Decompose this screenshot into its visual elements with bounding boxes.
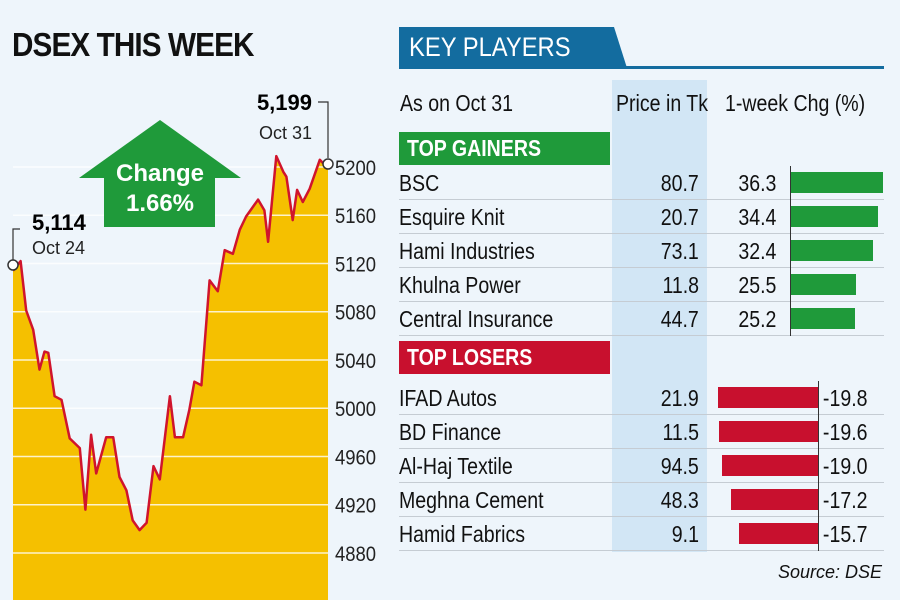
change-bar — [719, 421, 818, 442]
change-value: 25.2 — [738, 306, 777, 332]
y-tick-label: 5000 — [335, 398, 376, 421]
bar-axis — [790, 302, 791, 336]
change-value: 25.5 — [738, 272, 777, 298]
change-label: Change — [116, 160, 204, 187]
start-leader — [12, 228, 20, 260]
y-tick-label: 4880 — [335, 543, 376, 566]
stock-price: 20.7 — [660, 204, 699, 230]
bar-axis — [818, 483, 819, 517]
change-bar — [791, 172, 883, 193]
stock-name: Hamid Fabrics — [399, 521, 526, 547]
y-tick-label: 5160 — [335, 205, 376, 228]
change-bar — [791, 240, 874, 261]
end-leader — [318, 101, 329, 158]
change-bar — [718, 387, 818, 408]
loser-row: Al-Haj Textile 94.5 -19.0 — [399, 449, 884, 483]
stock-price: 9.1 — [671, 521, 699, 547]
stock-price: 11.8 — [662, 272, 699, 298]
change-bar — [738, 523, 818, 544]
stock-price: 48.3 — [660, 487, 699, 513]
bar-axis — [818, 449, 819, 483]
stock-name: Meghna Cement — [399, 487, 544, 513]
y-tick-label: 4920 — [335, 495, 376, 518]
change-bar — [791, 308, 855, 329]
change-bar — [722, 455, 818, 476]
y-tick-label: 5040 — [335, 350, 376, 373]
col-header-name: As on Oct 31 — [400, 90, 514, 116]
price-column-band — [612, 80, 707, 552]
gainer-row: Esquire Knit 20.7 34.4 — [399, 200, 884, 234]
start-point — [7, 259, 19, 271]
gainer-row: BSC 80.7 36.3 — [399, 166, 884, 200]
header-divider — [399, 66, 884, 69]
stock-price: 80.7 — [660, 170, 699, 196]
stock-name: Khulna Power — [399, 272, 521, 298]
stock-name: IFAD Autos — [399, 385, 497, 411]
stock-price: 21.9 — [660, 385, 699, 411]
change-value: -15.7 — [822, 521, 868, 547]
stock-name: Hami Industries — [399, 238, 535, 264]
gainer-row: Khulna Power 11.8 25.5 — [399, 268, 884, 302]
change-value: -19.0 — [822, 453, 868, 479]
bar-axis — [790, 200, 791, 234]
loser-row: IFAD Autos 21.9 -19.8 — [399, 381, 884, 415]
start-value: 5,114 — [32, 210, 87, 235]
bar-axis — [818, 415, 819, 449]
change-bar — [791, 274, 856, 295]
change-value: 32.4 — [738, 238, 777, 264]
y-tick-label: 5080 — [335, 302, 376, 325]
bar-axis — [818, 381, 819, 415]
area-fill — [13, 156, 328, 600]
stock-price: 11.5 — [662, 419, 699, 445]
up-arrow-icon — [79, 120, 241, 227]
bar-axis — [790, 166, 791, 200]
stock-price: 44.7 — [660, 306, 699, 332]
loser-row: Hamid Fabrics 9.1 -15.7 — [399, 517, 884, 551]
col-header-change: 1-week Chg (%) — [725, 90, 866, 116]
y-tick-label: 5200 — [335, 157, 376, 180]
col-header-price: Price in Tk — [616, 90, 708, 116]
index-line — [12, 154, 329, 532]
change-bar — [731, 489, 818, 510]
loser-row: BD Finance 11.5 -19.6 — [399, 415, 884, 449]
loser-row: Meghna Cement 48.3 -17.2 — [399, 483, 884, 517]
change-value: 34.4 — [738, 204, 777, 230]
source-note: Source: DSE — [777, 562, 882, 582]
end-value: 5,199 — [257, 90, 312, 115]
end-date: Oct 31 — [259, 123, 312, 143]
change-value: 1.66% — [126, 190, 194, 217]
stock-price: 94.5 — [660, 453, 699, 479]
top-gainers-label: TOP GAINERS — [399, 132, 610, 165]
stock-name: BD Finance — [399, 419, 502, 445]
bar-axis — [790, 268, 791, 302]
y-tick-label: 5120 — [335, 253, 376, 276]
stock-name: Al-Haj Textile — [399, 453, 513, 479]
change-value: -19.8 — [822, 385, 868, 411]
key-players-header: KEY PLAYERS — [399, 27, 627, 68]
bar-axis — [818, 517, 819, 551]
chart-title: DSEX THIS WEEK — [12, 26, 254, 63]
bar-axis — [790, 234, 791, 268]
stock-name: Central Insurance — [399, 306, 554, 332]
stock-name: BSC — [399, 170, 440, 196]
end-point — [322, 158, 334, 170]
change-value: -17.2 — [822, 487, 868, 513]
change-value: 36.3 — [738, 170, 777, 196]
change-value: -19.6 — [822, 419, 868, 445]
stock-price: 73.1 — [660, 238, 699, 264]
start-date: Oct 24 — [32, 238, 85, 258]
dsex-chart: 5200 5160 5120 5080 5040 5000 4960 4920 4880 5,11… — [7, 90, 376, 600]
y-tick-label: 4960 — [335, 446, 376, 469]
change-bar — [791, 206, 879, 227]
stock-name: Esquire Knit — [399, 204, 505, 230]
top-losers-label: TOP LOSERS — [399, 341, 610, 374]
gainer-row: Hami Industries 73.1 32.4 — [399, 234, 884, 268]
gainer-row: Central Insurance 44.7 25.2 — [399, 302, 884, 336]
